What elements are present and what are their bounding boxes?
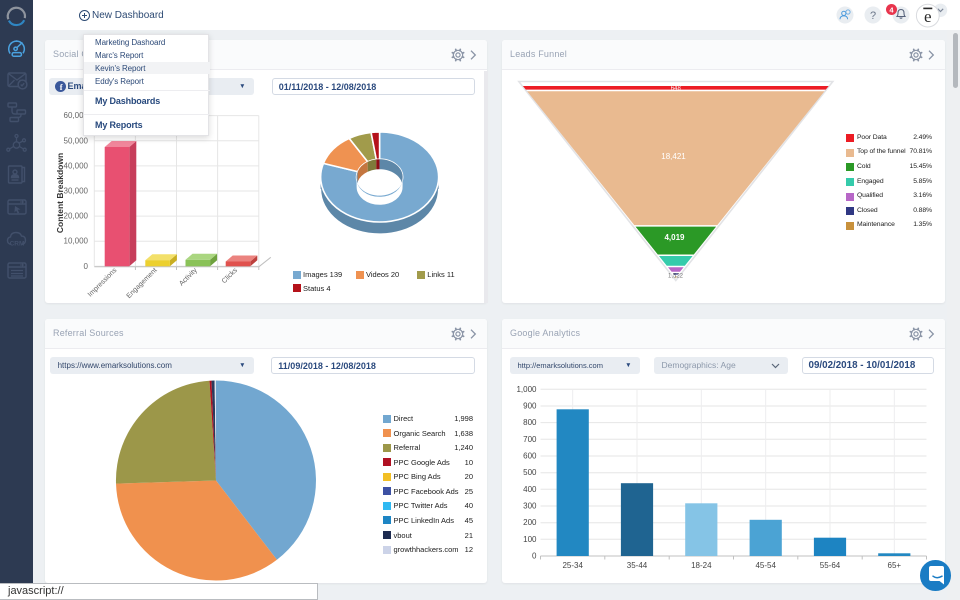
svg-text:200: 200: [523, 518, 537, 527]
svg-text:CRM: CRM: [10, 241, 25, 248]
svg-text:65+: 65+: [888, 561, 902, 570]
svg-text:f: f: [59, 82, 62, 92]
svg-text:50,000: 50,000: [64, 136, 89, 145]
svg-text:4,019: 4,019: [664, 233, 685, 242]
svg-text:648: 648: [671, 86, 682, 92]
svg-text:100: 100: [523, 535, 537, 544]
svg-text:1,000: 1,000: [516, 385, 537, 394]
svg-text:35-44: 35-44: [627, 561, 648, 570]
svg-text:25-34: 25-34: [562, 561, 583, 570]
svg-text:500: 500: [523, 468, 537, 477]
svg-text:10,000: 10,000: [64, 237, 89, 246]
svg-text:0: 0: [532, 552, 537, 561]
svg-text:300: 300: [523, 502, 537, 511]
svg-text:800: 800: [523, 418, 537, 427]
svg-text:Engagement: Engagement: [126, 267, 159, 300]
svg-text:700: 700: [523, 435, 537, 444]
svg-text:Content Breakdown: Content Breakdown: [55, 153, 65, 233]
svg-text:e: e: [924, 7, 932, 26]
svg-text:0: 0: [84, 262, 89, 271]
svg-text:Impressions: Impressions: [87, 267, 119, 299]
svg-text:?: ?: [870, 10, 876, 22]
svg-text:1,522: 1,522: [668, 274, 684, 280]
svg-text:40,000: 40,000: [64, 161, 89, 170]
svg-text:600: 600: [523, 452, 537, 461]
svg-text:900: 900: [523, 402, 537, 411]
svg-text:55-64: 55-64: [820, 561, 841, 570]
svg-text:30,000: 30,000: [64, 187, 89, 196]
svg-text:45-54: 45-54: [755, 561, 776, 570]
svg-text:60,000: 60,000: [64, 111, 89, 120]
svg-text:Activity: Activity: [178, 267, 199, 288]
svg-text:20,000: 20,000: [64, 212, 89, 221]
svg-text:4: 4: [889, 5, 894, 14]
svg-text:Clicks: Clicks: [221, 267, 240, 286]
svg-text:18-24: 18-24: [691, 561, 712, 570]
svg-text:400: 400: [523, 485, 537, 494]
svg-text:18,421: 18,421: [661, 152, 686, 161]
